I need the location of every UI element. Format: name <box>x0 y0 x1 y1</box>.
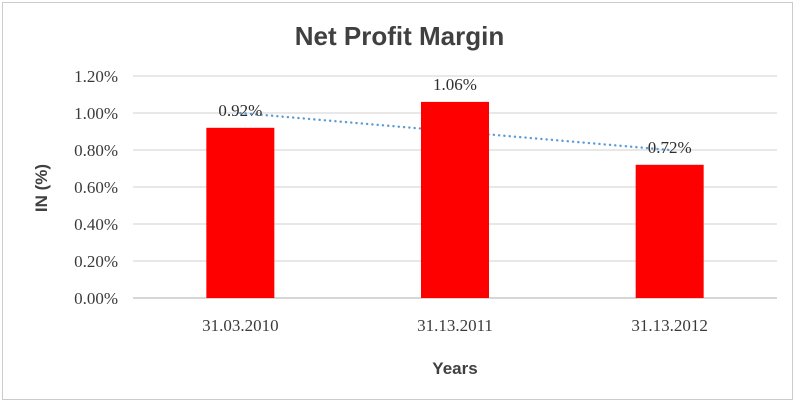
bar-data-label: 0.72% <box>648 138 692 157</box>
bar[interactable] <box>206 127 275 298</box>
y-tick-label: 1.00% <box>74 104 118 123</box>
bar-data-label: 1.06% <box>433 75 477 94</box>
bar-data-label: 0.92% <box>218 101 262 120</box>
y-tick-label: 0.00% <box>74 289 118 308</box>
y-tick-label: 0.40% <box>74 215 118 234</box>
y-tick-label: 0.80% <box>74 141 118 160</box>
y-tick-label: 0.20% <box>74 252 118 271</box>
y-tick-label: 0.60% <box>74 178 118 197</box>
x-category-label: 31.13.2011 <box>417 316 493 335</box>
bar[interactable] <box>421 101 489 299</box>
x-category-label: 31.03.2010 <box>202 316 279 335</box>
x-axis-title: Years <box>432 359 478 378</box>
bar[interactable] <box>635 164 704 298</box>
chart-title: Net Profit Margin <box>294 21 505 51</box>
x-category-label: 31.13.2012 <box>631 316 708 335</box>
y-tick-label: 1.20% <box>74 67 118 86</box>
